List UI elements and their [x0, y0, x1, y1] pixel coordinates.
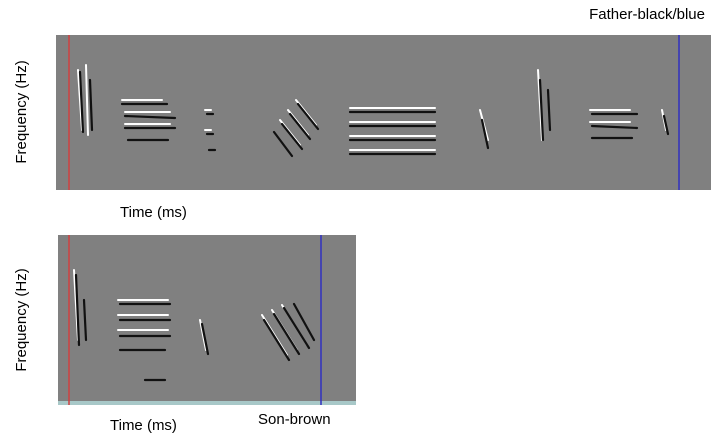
son-spectrogram: [58, 235, 356, 405]
x-axis-label: Time (ms): [110, 417, 177, 434]
x-axis-label: Time (ms): [120, 204, 187, 221]
spectrogram-texture: [77, 64, 670, 158]
y-axis-label: Frequency (Hz): [13, 268, 30, 371]
spectrogram-background: [58, 235, 356, 405]
y-axis-label: Frequency (Hz): [13, 60, 30, 163]
father-spectrogram: [56, 35, 711, 190]
spectrogram-texture: [73, 269, 316, 382]
spectrogram-border: [58, 401, 356, 405]
panel-label: Son-brown: [258, 411, 331, 428]
panel-label: Father-black/blue: [589, 6, 705, 23]
